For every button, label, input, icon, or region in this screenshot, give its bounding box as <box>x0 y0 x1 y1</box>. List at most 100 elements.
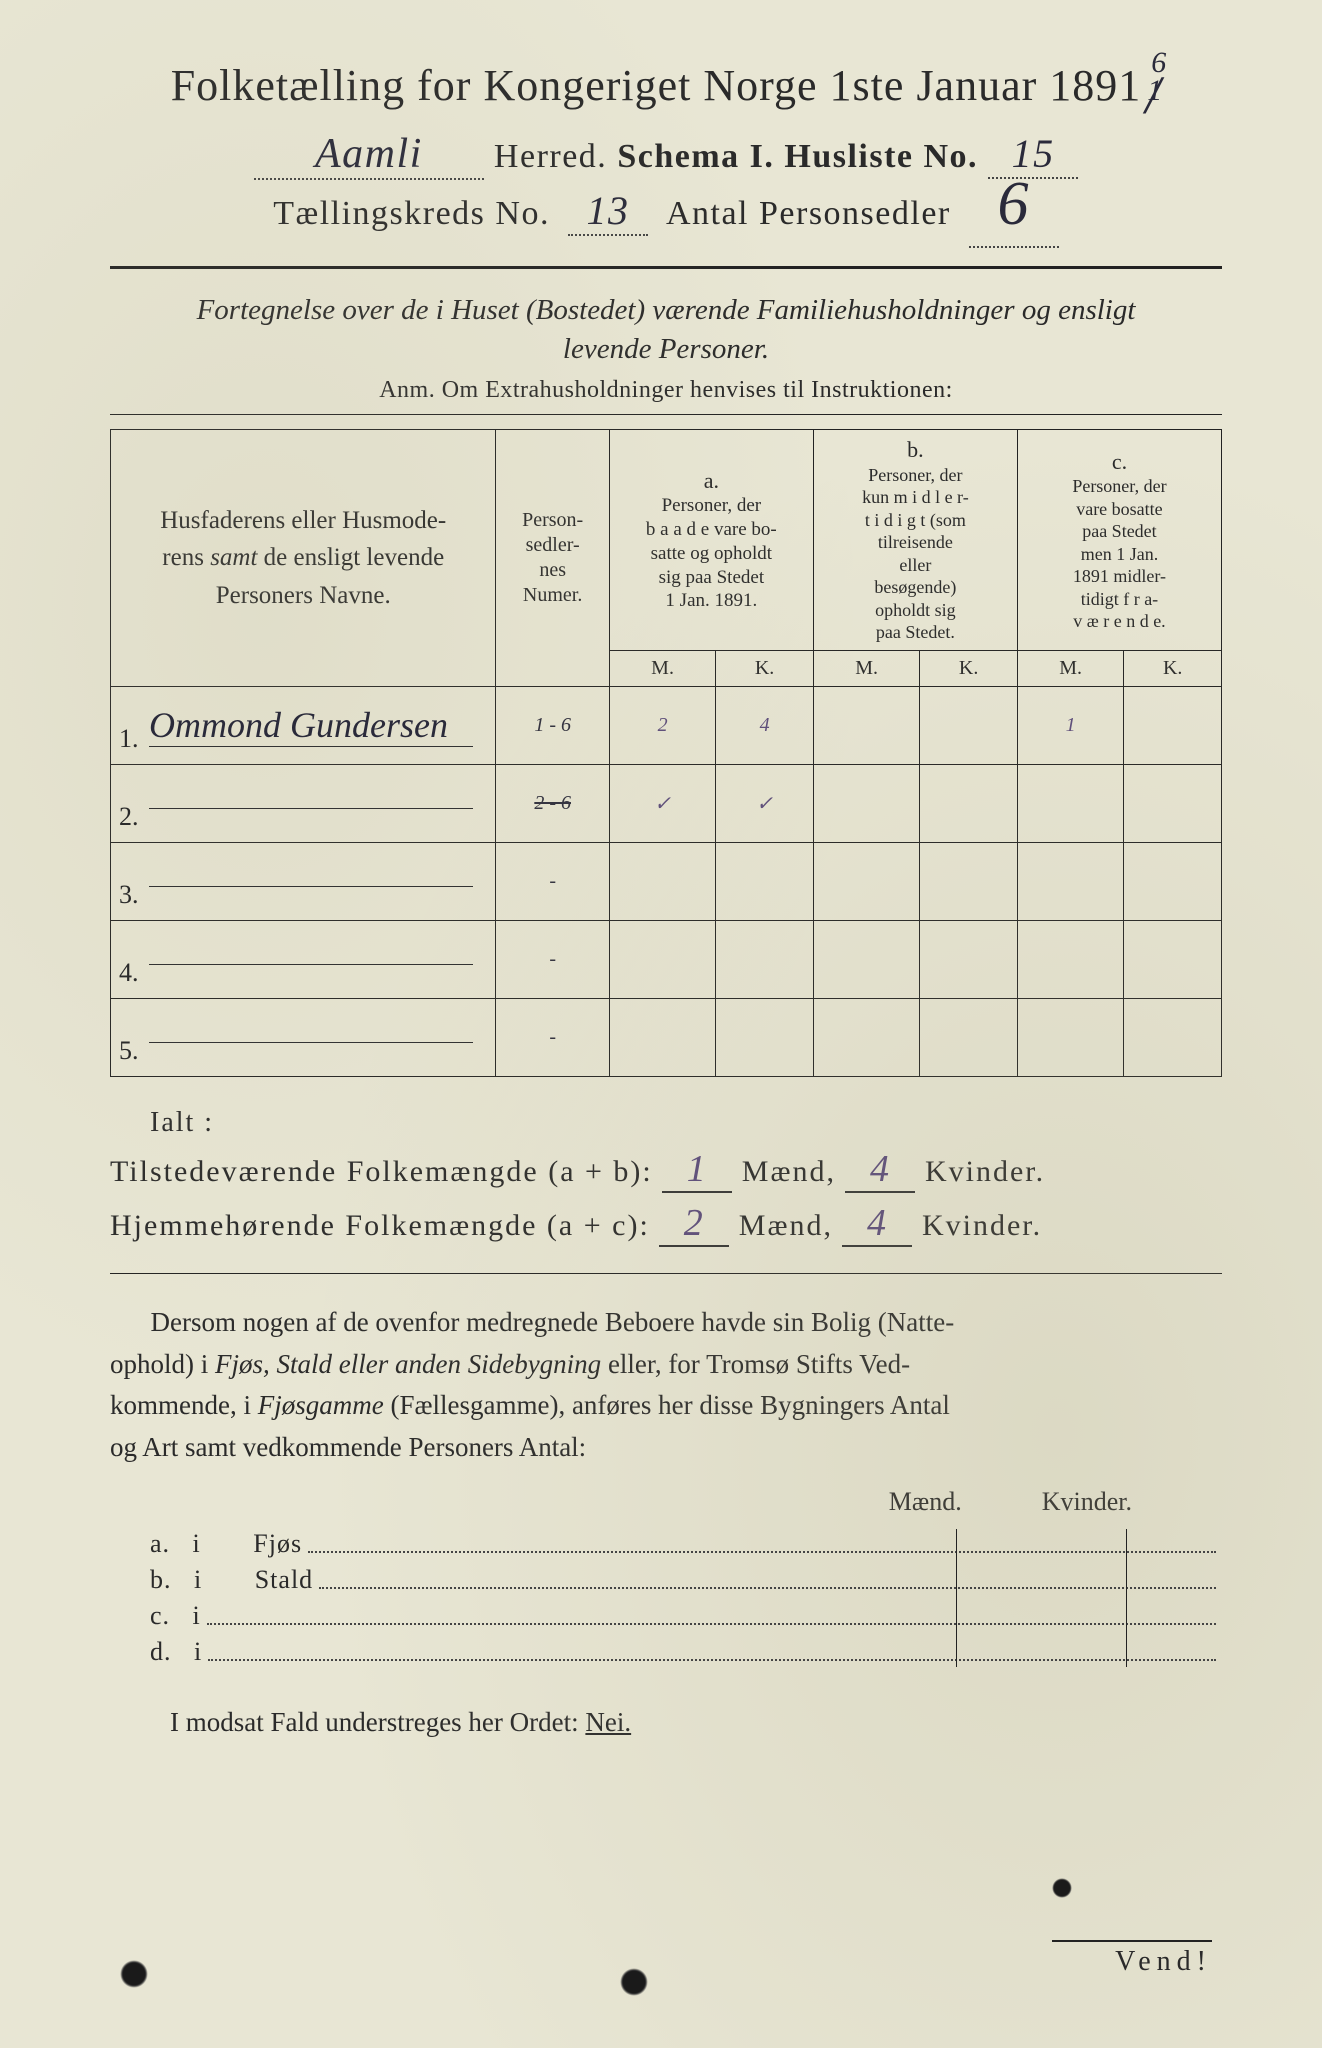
row-d-text: d. i <box>150 1637 202 1667</box>
a-k-cell <box>716 998 814 1076</box>
nei-word: Nei. <box>585 1707 631 1737</box>
b-k-cell <box>920 686 1018 764</box>
th-c-m: M. <box>1017 650 1123 686</box>
husliste-label: Husliste No. <box>784 138 978 176</box>
mk-m: Mænd. <box>889 1487 962 1517</box>
anm-note: Anm. Om Extrahusholdninger henvises til … <box>110 377 1222 404</box>
title-text: Folketælling for Kongeriget Norge 1ste J… <box>171 61 1119 110</box>
row-d: d. i <box>150 1637 1222 1667</box>
c-k-cell <box>1124 920 1222 998</box>
row-b-text: b. i Stald <box>150 1565 313 1595</box>
census-table: Husfaderens eller Husmode-rens samt de e… <box>110 429 1222 1077</box>
row-a: a. i Fjøs <box>150 1529 1222 1559</box>
row-c: c. i <box>150 1601 1222 1631</box>
b-m-cell <box>813 998 919 1076</box>
th-c-k: K. <box>1124 650 1222 686</box>
divider-1 <box>110 266 1222 269</box>
kvinder-1: Kvinder. <box>925 1155 1045 1188</box>
punch-hole-icon <box>620 1968 648 1996</box>
b-k-cell <box>920 842 1018 920</box>
th-names: Husfaderens eller Husmode-rens samt de e… <box>111 430 496 687</box>
census-form-page: Folketælling for Kongeriget Norge 1ste J… <box>0 0 1322 2048</box>
header-row-2: Aamli Herred. Schema I. Husliste No. 15 <box>110 130 1222 180</box>
numer-cell: 1 - 6 <box>496 686 609 764</box>
c-m-cell: 1 <box>1017 686 1123 764</box>
th-a-k: K. <box>716 650 814 686</box>
numer-cell: 2 - 6 <box>496 764 609 842</box>
punch-hole-icon <box>1052 1878 1072 1898</box>
b-m-cell <box>813 764 919 842</box>
schema-label: Schema I. <box>617 138 774 176</box>
row-c-text: c. i <box>150 1601 201 1631</box>
c-m-cell <box>1017 920 1123 998</box>
totals-l1-k: 4 <box>845 1147 915 1193</box>
col-c-label: c. <box>1026 448 1213 476</box>
herred-label: Herred. <box>494 138 607 176</box>
table-row: 4.- <box>111 920 1222 998</box>
th-col-c: c. Personer, dervare bosattepaa Stedetme… <box>1017 430 1221 651</box>
table-row: 2.2 - 6✓✓ <box>111 764 1222 842</box>
col-b-label: b. <box>822 436 1009 464</box>
totals-l2-k: 4 <box>842 1201 912 1247</box>
numer-cell: - <box>496 998 609 1076</box>
subtitle: Fortegnelse over de i Huset (Bostedet) v… <box>110 291 1222 369</box>
a-m-cell: 2 <box>609 686 715 764</box>
th-numer: Person-sedler-nesNumer. <box>496 430 609 687</box>
kreds-label: Tællingskreds No. <box>273 195 550 233</box>
b-k-cell <box>920 764 1018 842</box>
kvinder-2: Kvinder. <box>922 1209 1042 1242</box>
header-row-3: Tællingskreds No. 13 Antal Personsedler … <box>110 186 1222 248</box>
c-k-cell <box>1124 764 1222 842</box>
name-cell: 2. <box>111 764 496 842</box>
row-a-text: a. i Fjøs <box>150 1529 302 1559</box>
totals-line-2: Hjemmehørende Folkemængde (a + c): 2 Mæn… <box>110 1201 1222 1247</box>
subtitle-l1: Fortegnelse over de i Huset (Bostedet) v… <box>197 294 1136 326</box>
a-m-cell <box>609 842 715 920</box>
th-b-m: M. <box>813 650 919 686</box>
name-cell: 5. <box>111 998 496 1076</box>
a-m-cell: ✓ <box>609 764 715 842</box>
totals-l1-m: 1 <box>662 1147 732 1193</box>
table-row: 5.- <box>111 998 1222 1076</box>
th-b-k: K. <box>920 650 1018 686</box>
date-fraction: 6/1 <box>1145 60 1161 122</box>
name-cell: 1.Ommond Gundersen <box>111 686 496 764</box>
b-k-cell <box>920 920 1018 998</box>
c-k-cell <box>1124 998 1222 1076</box>
th-a-m: M. <box>609 650 715 686</box>
row-b: b. i Stald <box>150 1565 1222 1595</box>
a-m-cell <box>609 920 715 998</box>
antal-label: Antal Personsedler <box>666 195 951 233</box>
a-m-cell <box>609 998 715 1076</box>
b-k-cell <box>920 998 1018 1076</box>
mk-k: Kvinder. <box>1042 1487 1132 1517</box>
totals-l2-label: Hjemmehørende Folkemængde (a + c): <box>110 1209 650 1242</box>
table-row: 1.Ommond Gundersen1 - 624 1 <box>111 686 1222 764</box>
divider-2 <box>110 414 1222 415</box>
a-k-cell: ✓ <box>716 764 814 842</box>
totals-l1-label: Tilstedeværende Folkemængde (a + b): <box>110 1155 653 1188</box>
maend-2: Mænd, <box>739 1209 833 1242</box>
maend-1: Mænd, <box>742 1155 836 1188</box>
bottom-list: a. i Fjøs b. i Stald c. i d. i <box>110 1529 1222 1667</box>
herred-field: Aamli <box>254 130 484 180</box>
name-cell: 3. <box>111 842 496 920</box>
mk-header: Mænd. Kvinder. <box>110 1487 1222 1517</box>
kreds-field: 13 <box>568 187 648 236</box>
punch-hole-icon <box>120 1960 148 1988</box>
c-m-cell <box>1017 842 1123 920</box>
col-a-label: a. <box>618 467 805 495</box>
c-k-cell <box>1124 686 1222 764</box>
main-title: Folketælling for Kongeriget Norge 1ste J… <box>110 60 1222 122</box>
ialt-label: Ialt : <box>150 1107 1222 1139</box>
divider-3 <box>110 1273 1222 1274</box>
numer-cell: - <box>496 920 609 998</box>
totals-line-1: Tilstedeværende Folkemængde (a + b): 1 M… <box>110 1147 1222 1193</box>
name-cell: 4. <box>111 920 496 998</box>
a-k-cell <box>716 920 814 998</box>
a-k-cell: 4 <box>716 686 814 764</box>
b-m-cell <box>813 686 919 764</box>
year-digit: 1 <box>1118 61 1141 110</box>
c-m-cell <box>1017 764 1123 842</box>
vend-label: Vend! <box>1052 1940 1212 1978</box>
